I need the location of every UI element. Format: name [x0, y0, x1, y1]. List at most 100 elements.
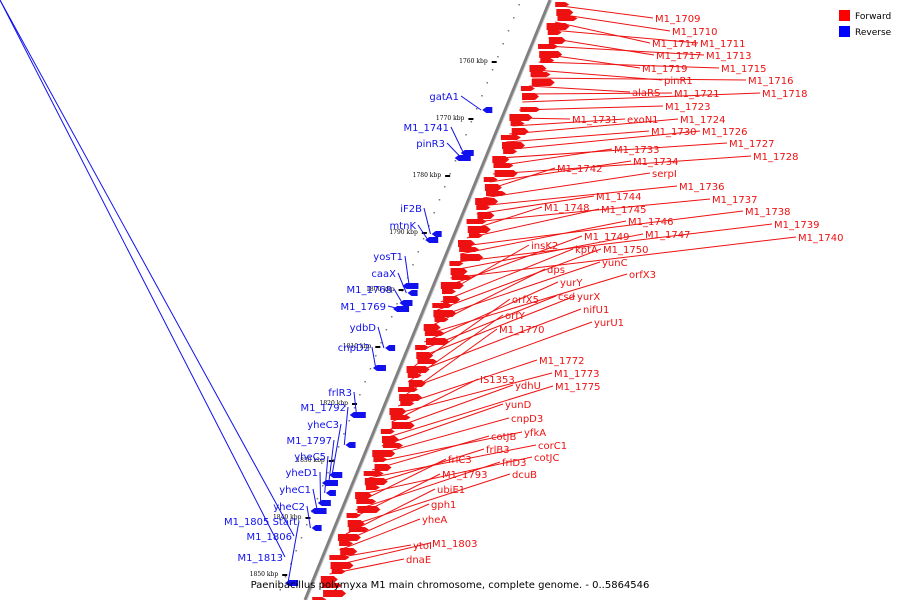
forward-gene-label: M1_1736 [679, 182, 724, 193]
reverse-gene-glyph [402, 283, 419, 289]
scale-dot [295, 550, 297, 552]
forward-gene-glyph [483, 177, 498, 182]
forward-gene-label: M1_1717 [656, 51, 701, 62]
forward-gene-leader [391, 378, 479, 423]
forward-gene-glyph [320, 576, 338, 583]
forward-gene-glyph [397, 387, 418, 392]
forward-gene-leader [538, 61, 720, 69]
legend: Forward Reverse [839, 10, 892, 38]
forward-gene-glyph [364, 478, 388, 485]
forward-gene-glyph [348, 527, 369, 532]
scale-dot [321, 485, 324, 487]
forward-gene-label: M1_1739 [774, 220, 819, 231]
legend-forward-swatch [839, 10, 850, 21]
forward-gene-label: yurX [577, 292, 600, 303]
reverse-gene-leader [460, 95, 482, 111]
reverse-gene-leader [377, 326, 385, 349]
reverse-gene-label: M1_1805 Start [224, 517, 297, 528]
forward-gene-leader [515, 117, 571, 120]
reverse-gene-label: M1_1813 [238, 553, 283, 564]
scale-dot [481, 95, 483, 97]
forward-gene-label: M1_1721 [674, 89, 719, 100]
forward-gene-label: kptA [575, 245, 598, 256]
scale-dot [337, 446, 340, 448]
forward-gene-glyph [546, 23, 570, 30]
forward-gene-label: M1_1734 [633, 157, 678, 168]
forward-gene-leader [414, 298, 511, 367]
scale-dot [385, 329, 388, 331]
forward-gene-leader [479, 185, 678, 207]
reverse-gene-label: M1_1768 [347, 285, 392, 296]
reverse-gene-leader [397, 272, 407, 294]
forward-gene-label: M1_1715 [721, 64, 766, 75]
forward-gene-glyph [321, 583, 342, 588]
legend-reverse-swatch [839, 26, 850, 37]
reverse-gene-glyph [385, 345, 396, 351]
forward-gene-leader [329, 558, 405, 575]
forward-gene-leader [443, 244, 530, 295]
forward-gene-label: M1_1733 [614, 145, 659, 156]
forward-gene-leader [332, 542, 431, 567]
scale-dot [449, 173, 451, 175]
forward-gene-label: M1_1709 [655, 14, 700, 25]
forward-gene-label: M1_1728 [753, 152, 798, 163]
reverse-gene-leader [287, 520, 300, 584]
forward-gene-leader [492, 155, 752, 175]
forward-gene-leader [551, 29, 699, 44]
scale-dot [290, 563, 292, 565]
forward-gene-leader [398, 359, 538, 407]
scale-dot [306, 524, 308, 526]
forward-gene-leader [489, 160, 632, 183]
forward-gene-label: M1_1773 [554, 369, 599, 380]
forward-gene-label: M1_1726 [702, 127, 747, 138]
reverse-gene-glyph [393, 306, 410, 312]
forward-gene-leader [541, 53, 641, 69]
forward-gene-leader [548, 37, 655, 56]
tick-mark [398, 289, 404, 291]
forward-gene-leader [440, 248, 574, 303]
reverse-gene-glyph [425, 237, 439, 243]
forward-gene-label: M1_1748 [544, 203, 589, 214]
forward-gene-label: M1_1750 [603, 245, 648, 256]
forward-gene-leader [466, 208, 600, 239]
forward-gene-label: M1_1740 [798, 233, 843, 244]
forward-gene-glyph [503, 149, 518, 154]
forward-gene-label: pinR1 [664, 76, 693, 87]
scale-dot [475, 108, 478, 110]
forward-gene-glyph [330, 562, 354, 569]
forward-gene-leader [522, 92, 761, 103]
forward-gene-leader [430, 268, 546, 327]
forward-gene-label: M1_1745 [601, 205, 646, 216]
scale-dot [396, 303, 398, 305]
forward-gene-label: frlD3 [502, 458, 526, 469]
forward-gene-leader [420, 295, 557, 351]
reverse-gene-glyph [322, 480, 338, 486]
scale-dot [353, 407, 356, 409]
reverse-gene-glyph [325, 490, 336, 496]
tick-label: 1760 kbp [459, 58, 488, 65]
forward-gene-leader [355, 461, 501, 511]
forward-gene-glyph [337, 534, 361, 541]
forward-gene-glyph [323, 590, 347, 597]
reverse-gene-label: iF2B [400, 204, 422, 215]
tick-label: 1850 kbp [250, 571, 279, 578]
forward-gene-leader [486, 167, 556, 191]
scale-dot [465, 134, 467, 136]
forward-gene-leader [401, 328, 498, 399]
scale-dot [284, 576, 287, 578]
reverse-gene-leader [312, 488, 318, 512]
chromosome-line [303, 0, 552, 600]
reverse-gene-glyph [317, 500, 331, 506]
forward-gene-glyph [365, 485, 380, 490]
forward-gene-glyph [433, 310, 457, 317]
forward-gene-leader [469, 206, 543, 231]
forward-gene-label: cnpD3 [511, 414, 543, 425]
forward-gene-glyph [440, 282, 464, 289]
forward-gene-label: ytoI [413, 541, 432, 552]
reverse-gene-glyph [311, 525, 322, 531]
reverse-gene-glyph [345, 442, 356, 448]
forward-gene-leader [554, 21, 651, 44]
forward-gene-glyph [423, 324, 441, 331]
forward-gene-leader [453, 233, 644, 271]
forward-gene-label: M1_1719 [642, 64, 687, 75]
